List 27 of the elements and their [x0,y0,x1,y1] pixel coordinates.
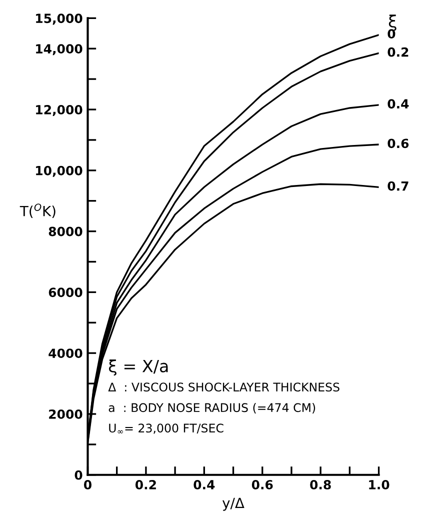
y-tick-label: 10,000 [36,166,82,177]
x-tick-label: 1.0 [369,480,390,490]
annotation: ξ = X/a [108,359,168,376]
x-tick-label: 0.2 [135,480,156,490]
annotation: U$_{∞}$= 23,000 FT/SEC [109,424,224,434]
annotation: a : BODY NOSE RADIUS (=474 CM) [108,402,316,414]
x-tick-label: 0 [84,480,92,490]
y-tick-label: 4000 [48,348,82,358]
series-label: 0.2 [388,47,408,57]
series-label: 0.4 [388,99,409,109]
y-tick-label: 8000 [48,226,82,236]
x-tick-label: 0.8 [310,480,331,490]
y-tick-label: 2000 [49,409,82,419]
legend-title: ξ [388,14,396,31]
series-label: 0 [388,29,396,39]
x-tick-label: 0.4 [194,480,215,490]
y-tick-label: 0 [74,470,82,480]
y-tick-label: 12,000 [36,104,82,116]
y-tick-label: 14,000 [36,44,82,56]
y-axis-title: T($^{O}$K) [20,204,56,218]
x-tick-label: 0.6 [252,480,273,490]
series-label: 0.6 [388,138,409,148]
series-label: 0.7 [388,181,408,191]
y-tick-label: 6000 [48,288,82,298]
x-axis-title: y/Δ [222,498,244,511]
y-tick-label: 15,000 [36,14,82,25]
annotation: Δ : VISCOUS SHOCK-LAYER THICKNESS [108,382,340,392]
